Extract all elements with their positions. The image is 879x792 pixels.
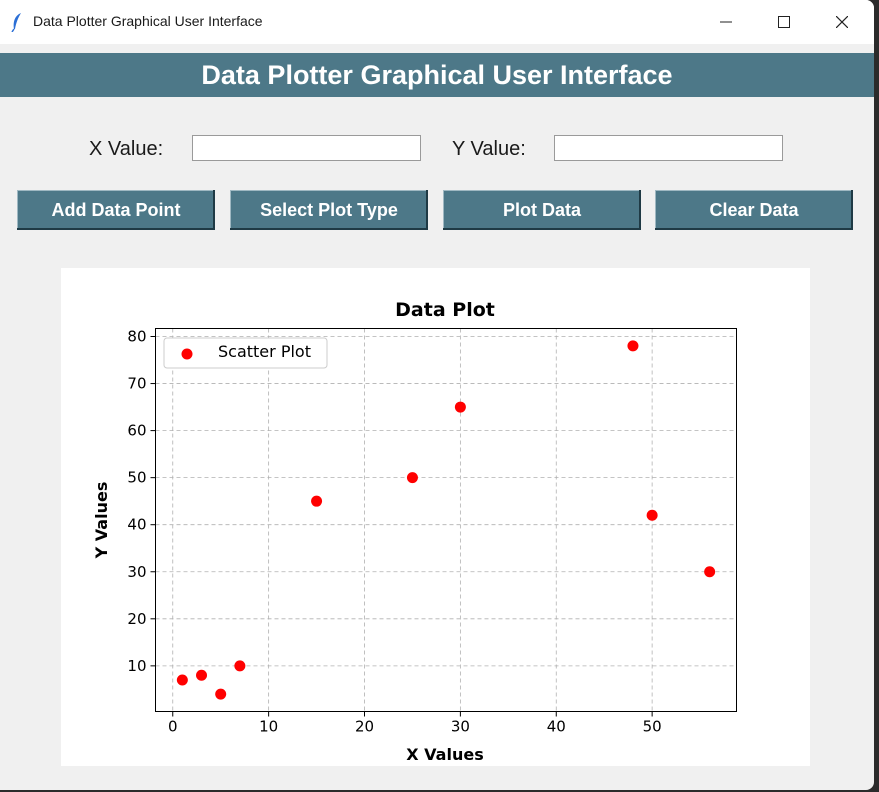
y-tick-label: 60	[127, 422, 146, 440]
y-tick-label: 10	[127, 657, 146, 675]
y-value-label: Y Value:	[452, 138, 526, 160]
x-tick-label: 40	[547, 718, 566, 736]
scatter-chart: Data Plot 0 10 20 30 40 50 10 20 30 40 50 60 70 80 S…	[92, 299, 737, 764]
clear-data-button[interactable]: Clear Data	[655, 190, 853, 230]
select-plot-type-button[interactable]: Select Plot Type	[230, 190, 428, 230]
plot-canvas: Data Plot 0 10 20 30 40 50 10 20 30 40 50 60 70 80 S…	[61, 268, 810, 766]
data-point	[176, 674, 188, 686]
x-tick-label: 10	[259, 718, 278, 736]
data-point	[215, 688, 227, 700]
close-icon	[836, 16, 848, 28]
y-tick-label: 30	[127, 563, 146, 581]
window-title: Data Plotter Graphical User Interface	[33, 13, 263, 29]
y-value-input[interactable]	[554, 135, 783, 161]
title-bar: Data Plotter Graphical User Interface	[0, 0, 874, 44]
data-point	[646, 509, 658, 521]
y-tick-label: 20	[127, 610, 146, 628]
legend-marker	[181, 348, 193, 360]
close-button[interactable]	[820, 7, 864, 37]
plot-frame	[155, 328, 737, 712]
maximize-button[interactable]	[762, 7, 806, 37]
legend-label: Scatter Plot	[218, 342, 311, 361]
x-tick-label: 30	[451, 718, 470, 736]
data-point	[311, 495, 323, 507]
maximize-icon	[778, 16, 790, 28]
minimize-button[interactable]	[704, 7, 748, 37]
add-data-point-button[interactable]: Add Data Point	[17, 190, 215, 230]
data-point	[196, 669, 208, 681]
y-tick-label: 40	[127, 516, 146, 534]
data-point	[234, 660, 246, 672]
x-tick-label: 0	[168, 718, 178, 736]
y-tick-label: 50	[127, 469, 146, 487]
y-axis-label: Y Values	[92, 482, 111, 560]
x-axis-label: X Values	[406, 745, 483, 764]
data-point	[454, 401, 466, 413]
data-point	[406, 472, 418, 484]
feather-icon	[11, 13, 21, 32]
data-point	[627, 340, 639, 352]
chart-title: Data Plot	[395, 299, 495, 321]
page-title: Data Plotter Graphical User Interface	[0, 53, 874, 97]
x-tick-label: 50	[643, 718, 662, 736]
y-tick-label: 80	[127, 327, 146, 345]
data-point	[704, 566, 716, 578]
x-value-input[interactable]	[192, 135, 421, 161]
x-value-label: X Value:	[89, 138, 164, 160]
x-tick-label: 20	[355, 718, 374, 736]
y-tick-label: 70	[127, 375, 146, 393]
minimize-icon	[720, 21, 732, 23]
plot-data-button[interactable]: Plot Data	[443, 190, 641, 230]
chart-legend: Scatter Plot	[163, 337, 328, 369]
legend-box	[163, 337, 328, 369]
